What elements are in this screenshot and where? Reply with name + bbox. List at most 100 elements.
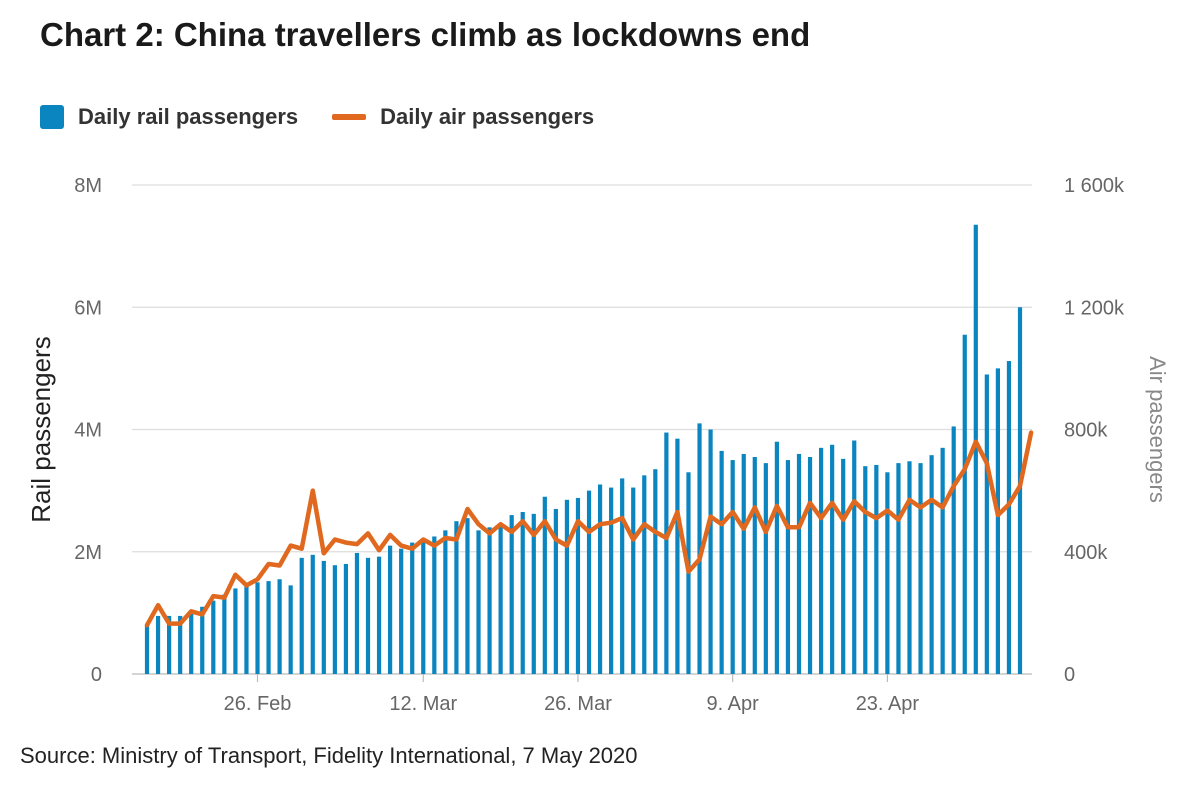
rail-bar xyxy=(354,552,360,674)
rail-bar xyxy=(741,453,746,674)
rail-bar xyxy=(929,455,934,674)
x-tick-label: 12. Mar xyxy=(389,693,457,715)
y-left-tick-label: 2M xyxy=(74,542,102,564)
x-tick-label: 26. Mar xyxy=(544,693,612,715)
rail-bar xyxy=(984,374,989,674)
rail-bar xyxy=(664,432,669,674)
rail-bar xyxy=(697,423,702,674)
legend-item-air[interactable]: Daily air passengers xyxy=(332,104,594,130)
rail-bar xyxy=(321,560,326,674)
y-left-tick-label: 4M xyxy=(74,420,102,442)
rail-bar xyxy=(553,508,558,674)
rail-bar xyxy=(233,588,238,674)
rail-bar xyxy=(310,554,315,674)
legend: Daily rail passengers Daily air passenge… xyxy=(40,104,594,130)
rail-bar xyxy=(498,526,503,674)
rail-bar xyxy=(266,581,271,674)
rail-bar xyxy=(675,438,680,674)
rail-bar xyxy=(399,548,404,674)
rail-bar xyxy=(277,579,282,674)
rail-bar xyxy=(995,368,1000,674)
rail-bar xyxy=(410,542,415,674)
legend-swatch-rail xyxy=(40,105,64,129)
rail-bar xyxy=(951,426,956,674)
rail-bar xyxy=(520,512,525,674)
rail-bar xyxy=(332,565,337,674)
rail-bar xyxy=(487,527,492,674)
rail-bar xyxy=(365,557,371,674)
rail-bar xyxy=(189,612,194,674)
rail-bar xyxy=(1017,307,1023,674)
rail-bar xyxy=(178,615,183,674)
rail-bar xyxy=(288,585,293,674)
rail-bar xyxy=(940,447,945,674)
y-left-tick-label: 0 xyxy=(91,664,102,686)
rail-bar xyxy=(653,469,658,674)
rail-bar xyxy=(763,463,768,674)
legend-swatch-air xyxy=(332,114,367,120)
rail-bar xyxy=(907,461,912,674)
rail-bar xyxy=(708,429,713,674)
rail-bar xyxy=(299,557,304,674)
rail-bar xyxy=(597,484,603,674)
rail-bar xyxy=(432,536,437,674)
rail-bar xyxy=(222,594,227,674)
rail-bar xyxy=(918,463,923,674)
rail-bar xyxy=(155,615,161,674)
y-left-axis-label: Rail passengers xyxy=(26,336,56,522)
rail-bar xyxy=(774,441,779,674)
rail-bar xyxy=(343,563,349,674)
chart-title: Chart 2: China travellers climb as lockd… xyxy=(40,16,811,53)
rail-bar xyxy=(896,463,901,674)
rail-bar xyxy=(388,545,393,674)
rail-bar xyxy=(1006,361,1012,674)
rail-bar xyxy=(200,606,205,674)
rail-bar xyxy=(542,496,547,674)
rail-bar xyxy=(531,513,536,674)
rail-bar xyxy=(642,475,647,674)
rail-bar xyxy=(167,615,172,674)
legend-label-air: Daily air passengers xyxy=(380,104,595,129)
rail-bar xyxy=(454,521,459,674)
legend-item-rail[interactable]: Daily rail passengers xyxy=(40,104,298,130)
air-line xyxy=(144,430,1034,628)
y-right-axis-label: Air passengers xyxy=(1145,356,1170,503)
y-right-tick-label: 400k xyxy=(1064,542,1108,564)
rail-bar xyxy=(255,582,260,674)
source-note: Source: Ministry of Transport, Fidelity … xyxy=(20,743,638,768)
rail-bar xyxy=(885,472,890,674)
y-right-tick-label: 0 xyxy=(1064,664,1075,686)
rail-bar xyxy=(586,490,592,674)
rail-bar xyxy=(752,457,757,674)
rail-bar xyxy=(841,458,846,674)
rail-bar xyxy=(376,556,382,674)
rail-bar xyxy=(509,515,514,674)
rail-bar xyxy=(796,453,802,674)
rail-bar xyxy=(852,440,857,674)
rail-bar xyxy=(785,460,791,674)
rail-bar xyxy=(443,530,448,674)
rail-bar xyxy=(465,518,470,674)
rail-bar xyxy=(609,487,614,674)
rail-bar xyxy=(144,625,150,674)
rail-bar xyxy=(620,478,625,674)
y-right-tick-label: 1 200k xyxy=(1064,297,1125,319)
rail-bar xyxy=(719,450,724,674)
y-left-tick-label: 6M xyxy=(74,297,102,319)
rail-bar xyxy=(564,499,570,674)
rail-bar xyxy=(818,447,824,674)
legend-label-rail: Daily rail passengers xyxy=(78,104,299,129)
y-right-tick-label: 800k xyxy=(1064,420,1108,442)
x-tick-label: 26. Feb xyxy=(224,693,292,715)
rail-bar xyxy=(211,600,216,674)
rail-bar xyxy=(244,585,249,674)
x-tick-label: 23. Apr xyxy=(856,693,920,715)
rail-bar xyxy=(807,457,813,674)
chart-plot: 0 0 2M 400k 4M 800k 6M 1 200k 8M 1 600k Rail passe… xyxy=(26,175,1170,715)
rail-bar xyxy=(575,497,581,674)
rail-bar xyxy=(476,530,481,674)
rail-bar xyxy=(962,334,967,674)
rail-bar xyxy=(863,466,868,674)
rail-bar xyxy=(874,464,879,674)
x-tick-label: 9. Apr xyxy=(707,693,760,715)
